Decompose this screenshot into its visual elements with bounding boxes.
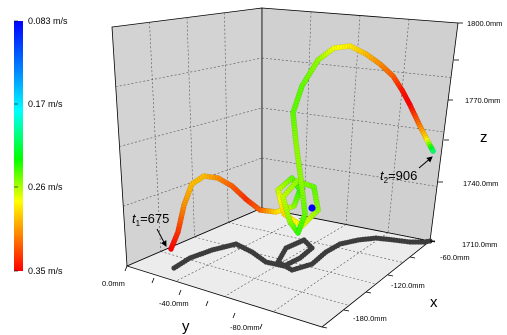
y-axis-label: y xyxy=(182,318,190,335)
z-axis-ticks: 1800.0mm 1770.0mm 1740.0mm 1710.0mm xyxy=(462,19,502,249)
annotation-t2-value: =906 xyxy=(388,168,417,183)
axis-ticks xyxy=(124,22,463,330)
annotation-t1-base: t xyxy=(132,211,137,226)
y-tick-mark-2 xyxy=(178,289,182,296)
z-tick-label-0: 1800.0mm xyxy=(467,19,502,28)
gridline-8 xyxy=(261,107,445,133)
gridline-16 xyxy=(228,222,404,263)
y-tick-label-0: 0.0mm xyxy=(102,279,125,288)
x-axis-ticks: -60.0mm -120.0mm -180.0mm xyxy=(353,253,470,323)
annotation-t2: t2=906 xyxy=(380,156,433,185)
y-tick-mark-5 xyxy=(259,323,263,330)
x-tick-mark-4 xyxy=(343,309,350,312)
gridline-12 xyxy=(115,57,263,88)
annotation-t1-value: =675 xyxy=(140,211,169,226)
annotation-t2-base: t xyxy=(380,168,385,183)
colorbar: 0.083 m/s 0.17 m/s 0.26 m/s 0.35 m/s xyxy=(14,16,68,276)
trajectory-path xyxy=(168,43,436,252)
y-axis-ticks: 0.0mm -40.0mm -80.0mm xyxy=(102,279,260,332)
annotation-t1-sub: 1 xyxy=(136,219,141,228)
annotation-t2-arrow xyxy=(418,156,433,169)
gridline-11 xyxy=(224,224,347,297)
x-tick-mark-1 xyxy=(409,256,416,259)
trajectory-point-min-speed xyxy=(308,204,316,212)
z-axis-label: z xyxy=(480,129,488,146)
x-tick-mark-0 xyxy=(429,240,436,243)
colorbar-tick-label-2: 0.26 m/s xyxy=(28,182,63,192)
x-tick-label-2: -180.0mm xyxy=(353,314,387,323)
y-tick-mark-3 xyxy=(205,300,209,307)
y-tick-label-1: -40.0mm xyxy=(159,299,189,308)
gridline-17 xyxy=(273,232,389,312)
trajectory-floor-projection xyxy=(171,235,433,273)
y-tick-label-2: -80.0mm xyxy=(230,323,260,332)
y-tick-mark-0 xyxy=(124,265,128,272)
colorbar-tick-label-0: 0.083 m/s xyxy=(28,16,68,26)
x-tick-mark-3 xyxy=(365,291,372,294)
annotation-t2-sub: 2 xyxy=(384,176,389,185)
z-tick-label-1: 1770.0mm xyxy=(465,96,500,105)
colorbar-gradient xyxy=(14,21,23,271)
gridline-7 xyxy=(186,17,195,238)
colorbar-tick-label-3: 0.35 m/s xyxy=(28,266,63,276)
gridlines xyxy=(115,11,452,312)
annotation-t1: t1=675 xyxy=(132,211,169,247)
trajectory-point-295 xyxy=(430,148,436,154)
colorbar-tick-label-1: 0.17 m/s xyxy=(28,99,63,109)
y-tick-mark-1 xyxy=(151,277,155,284)
z-tick-label-3: 1710.0mm xyxy=(462,240,497,249)
x-tick-label-0: -60.0mm xyxy=(440,253,470,262)
z-tick-label-2: 1740.0mm xyxy=(463,179,498,188)
gridline-10 xyxy=(194,236,377,285)
x-tick-label-1: -120.0mm xyxy=(391,281,425,290)
annotation-t1-label: t1=675 xyxy=(132,211,169,228)
x-tick-mark-5 xyxy=(321,326,328,329)
x-axis-label: x xyxy=(430,294,438,311)
y-tick-mark-4 xyxy=(232,312,236,319)
annotation-t2-label: t2=906 xyxy=(380,168,417,185)
gridline-13 xyxy=(224,12,229,223)
gridline-9 xyxy=(345,15,361,225)
annotation-t1-arrow xyxy=(156,228,167,247)
x-tick-mark-2 xyxy=(387,274,394,277)
